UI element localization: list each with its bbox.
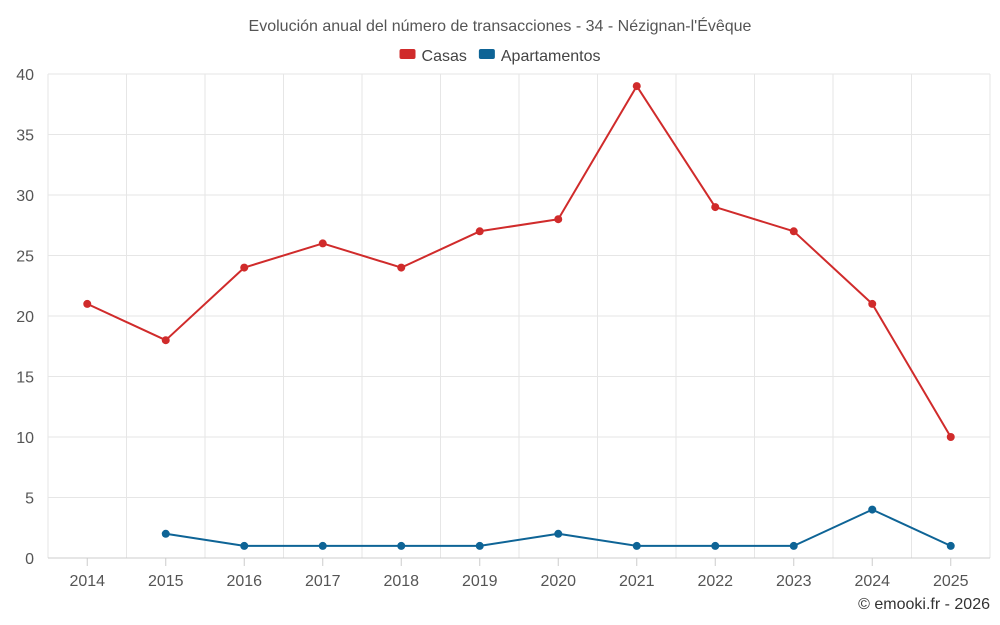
x-tick-label: 2014 [69, 573, 105, 590]
data-point[interactable] [318, 239, 327, 248]
chart-title: Evolución anual del número de transaccio… [249, 16, 752, 35]
data-point[interactable] [711, 541, 720, 550]
data-point[interactable] [475, 541, 484, 550]
x-tick-label: 2016 [226, 573, 262, 590]
data-point[interactable] [240, 541, 249, 550]
data-point[interactable] [946, 433, 955, 441]
data-point[interactable] [161, 336, 170, 345]
x-tick-label: 2022 [697, 573, 733, 590]
y-tick-label: 10 [16, 430, 34, 447]
series-apartamentos [161, 505, 955, 550]
series [83, 82, 955, 550]
legend-swatch [478, 49, 495, 59]
data-point[interactable] [318, 541, 327, 550]
y-tick-label: 40 [16, 67, 34, 84]
y-tick-label: 35 [16, 128, 34, 145]
credit-text: © emooki.fr - 2026 [858, 596, 990, 613]
data-point[interactable] [475, 227, 484, 236]
y-tick-label: 20 [16, 309, 34, 326]
legend-label: Apartamentos [501, 48, 601, 65]
y-tick-label: 30 [16, 188, 34, 205]
data-point[interactable] [554, 529, 563, 538]
data-point[interactable] [397, 263, 406, 272]
legend-item-apartamentos[interactable]: Apartamentos [478, 48, 601, 65]
x-tick-label: 2017 [305, 573, 341, 590]
x-tick-label: 2020 [540, 573, 576, 590]
data-point[interactable] [789, 541, 798, 550]
data-point[interactable] [868, 299, 877, 308]
x-tick-label: 2025 [933, 573, 969, 590]
data-point[interactable] [161, 529, 170, 538]
data-point[interactable] [789, 227, 798, 236]
y-tick-label: 0 [25, 551, 34, 568]
x-tick-label: 2019 [462, 573, 498, 590]
data-point[interactable] [397, 541, 406, 550]
grid [47, 73, 991, 558]
legend-label: Casas [422, 48, 467, 65]
y-tick-label: 25 [16, 249, 34, 266]
data-point[interactable] [554, 215, 563, 224]
legend: Casas Apartamentos [399, 48, 601, 65]
data-point[interactable] [240, 263, 249, 272]
data-point[interactable] [632, 82, 641, 91]
data-point[interactable] [711, 203, 720, 212]
data-point[interactable] [868, 505, 877, 514]
data-point[interactable] [632, 541, 641, 550]
x-tick-label: 2015 [148, 573, 184, 590]
data-point[interactable] [83, 299, 92, 308]
series-casas [83, 82, 955, 441]
legend-item-casas[interactable]: Casas [399, 48, 467, 65]
x-tick-label: 2018 [383, 573, 419, 590]
y-tick-label: 15 [16, 370, 34, 387]
x-tick-label: 2023 [776, 573, 812, 590]
x-tick-label: 2024 [854, 573, 890, 590]
series-line [86, 85, 952, 438]
y-tick-label: 5 [25, 491, 34, 508]
legend-swatch [399, 49, 416, 59]
x-tick-label: 2021 [619, 573, 655, 590]
data-point[interactable] [946, 541, 955, 550]
